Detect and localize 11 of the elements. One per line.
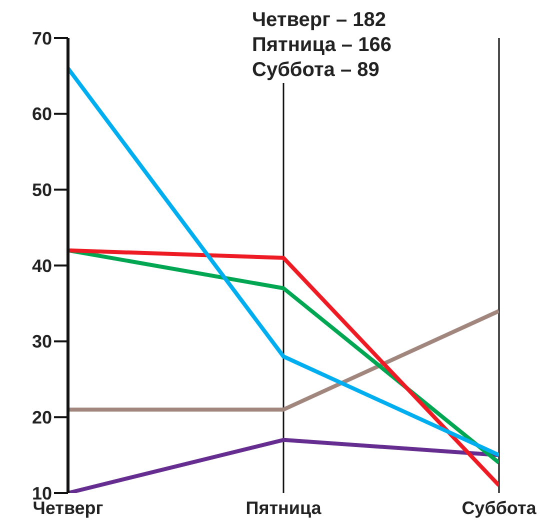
annotation: Суббота – 89 (252, 58, 380, 83)
annotation: Пятница – 166 (252, 33, 392, 58)
x-tick-label: Пятница (246, 498, 322, 518)
y-tick-label: 30 (32, 332, 52, 352)
text: Четверг – 182 (252, 8, 388, 33)
y-tick-label: 60 (32, 104, 52, 124)
y-tick-label: 40 (32, 256, 52, 276)
x-tick-label: Суббота (462, 498, 538, 518)
y-tick-label: 20 (32, 408, 52, 428)
y-tick-label: 70 (32, 28, 52, 48)
y-tick-label: 50 (32, 180, 52, 200)
